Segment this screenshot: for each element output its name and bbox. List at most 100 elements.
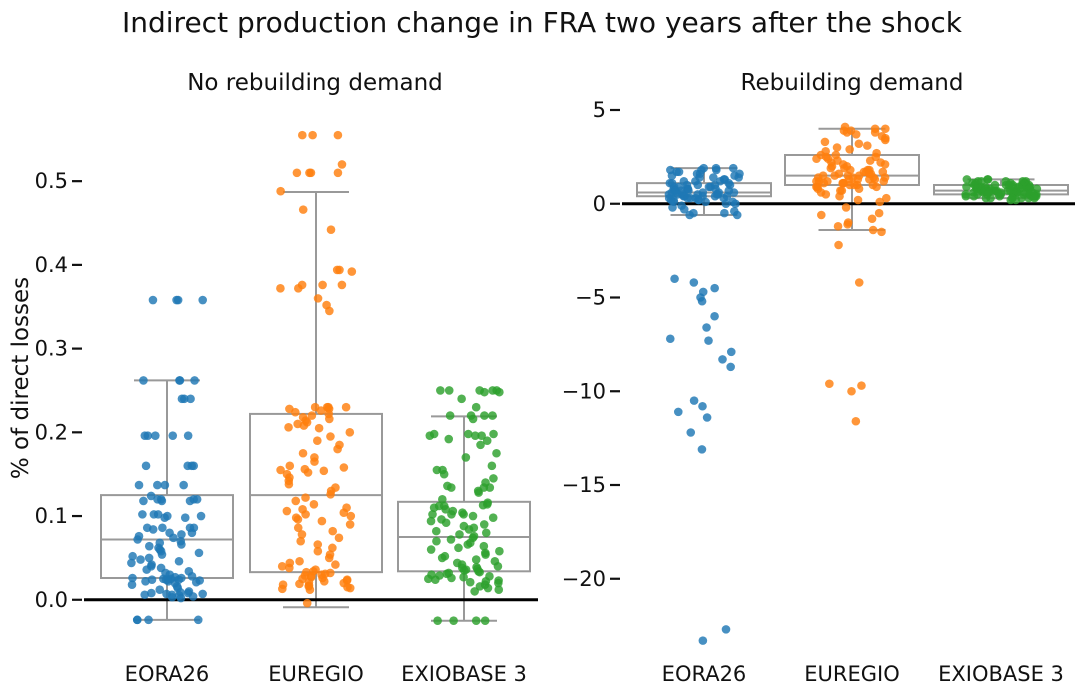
data-point <box>494 585 504 595</box>
data-point <box>333 130 343 140</box>
data-point <box>196 511 206 521</box>
data-point <box>313 546 323 556</box>
data-point <box>428 510 437 519</box>
data-point <box>341 402 351 412</box>
data-point <box>838 178 847 188</box>
data-point <box>704 336 713 345</box>
data-point <box>830 171 839 180</box>
data-point <box>438 495 447 504</box>
data-point <box>464 429 473 439</box>
data-point <box>198 295 208 305</box>
data-point <box>480 411 489 420</box>
data-point <box>432 465 442 475</box>
data-point <box>303 468 313 477</box>
data-point <box>817 210 826 220</box>
data-point <box>457 394 466 404</box>
panel-title-rebuilding: Rebuilding demand <box>741 70 964 96</box>
data-point <box>875 197 885 207</box>
data-point <box>157 496 167 506</box>
data-point <box>180 513 190 523</box>
data-point <box>426 516 436 526</box>
data-point <box>284 423 293 432</box>
y-tick-label: 0 <box>593 192 606 216</box>
data-point <box>345 520 355 529</box>
data-point <box>870 128 880 137</box>
data-point <box>295 556 304 566</box>
data-point <box>177 540 186 549</box>
data-point <box>880 160 890 169</box>
data-point <box>882 193 891 203</box>
y-tick-label: −15 <box>562 473 606 497</box>
data-point <box>995 191 1004 201</box>
data-point <box>668 203 677 212</box>
data-point <box>702 323 711 332</box>
data-point <box>155 585 165 595</box>
points-euregio <box>276 130 357 608</box>
data-point <box>134 480 144 490</box>
points-euregio <box>812 122 891 426</box>
data-point <box>728 163 738 173</box>
data-point <box>328 526 338 536</box>
data-point <box>679 205 689 214</box>
data-point <box>345 583 355 593</box>
data-point <box>697 296 707 306</box>
data-point <box>143 431 153 440</box>
data-point <box>721 625 731 634</box>
data-point <box>702 413 712 422</box>
data-point <box>843 220 852 229</box>
data-point <box>710 283 719 293</box>
data-point <box>179 394 189 404</box>
box-iqr <box>100 494 234 579</box>
data-point <box>454 543 463 553</box>
data-point <box>164 577 173 586</box>
data-point <box>471 555 481 564</box>
data-point <box>732 210 742 220</box>
data-point <box>698 636 708 645</box>
data-point <box>481 528 491 538</box>
data-point <box>301 493 310 502</box>
data-point <box>136 555 145 564</box>
data-point <box>326 225 336 235</box>
data-point <box>832 143 842 152</box>
data-point <box>478 500 488 510</box>
x-category-label: EUREGIO <box>804 662 900 686</box>
data-point <box>432 536 441 546</box>
data-point <box>851 130 861 139</box>
data-point <box>299 421 309 430</box>
data-point <box>144 541 154 551</box>
data-point <box>729 188 739 197</box>
data-point <box>278 584 287 594</box>
data-point <box>198 589 207 599</box>
data-point <box>874 208 884 218</box>
data-point <box>291 407 300 417</box>
y-tick-label: 0.5 <box>35 169 68 193</box>
data-point <box>962 182 971 192</box>
points-eora26 <box>664 163 744 645</box>
data-point <box>820 137 830 147</box>
data-point <box>285 461 295 471</box>
data-point <box>127 580 137 589</box>
data-point <box>276 284 285 293</box>
data-point <box>697 445 707 454</box>
data-point <box>479 520 489 529</box>
data-point <box>169 533 178 543</box>
data-point <box>431 575 440 584</box>
data-point <box>345 428 355 437</box>
data-point <box>317 516 327 526</box>
data-point <box>819 178 829 188</box>
data-point <box>301 510 310 519</box>
points-eora26 <box>127 295 208 625</box>
data-point <box>148 295 158 305</box>
data-point <box>437 553 447 563</box>
data-point <box>139 496 148 506</box>
y-tick-label: −20 <box>562 567 606 591</box>
data-point <box>297 530 307 539</box>
data-point <box>294 284 303 293</box>
data-point <box>709 173 718 182</box>
data-point <box>425 431 435 440</box>
data-point <box>309 500 319 509</box>
data-point <box>854 139 864 149</box>
data-point <box>981 193 991 203</box>
data-point <box>465 577 475 587</box>
